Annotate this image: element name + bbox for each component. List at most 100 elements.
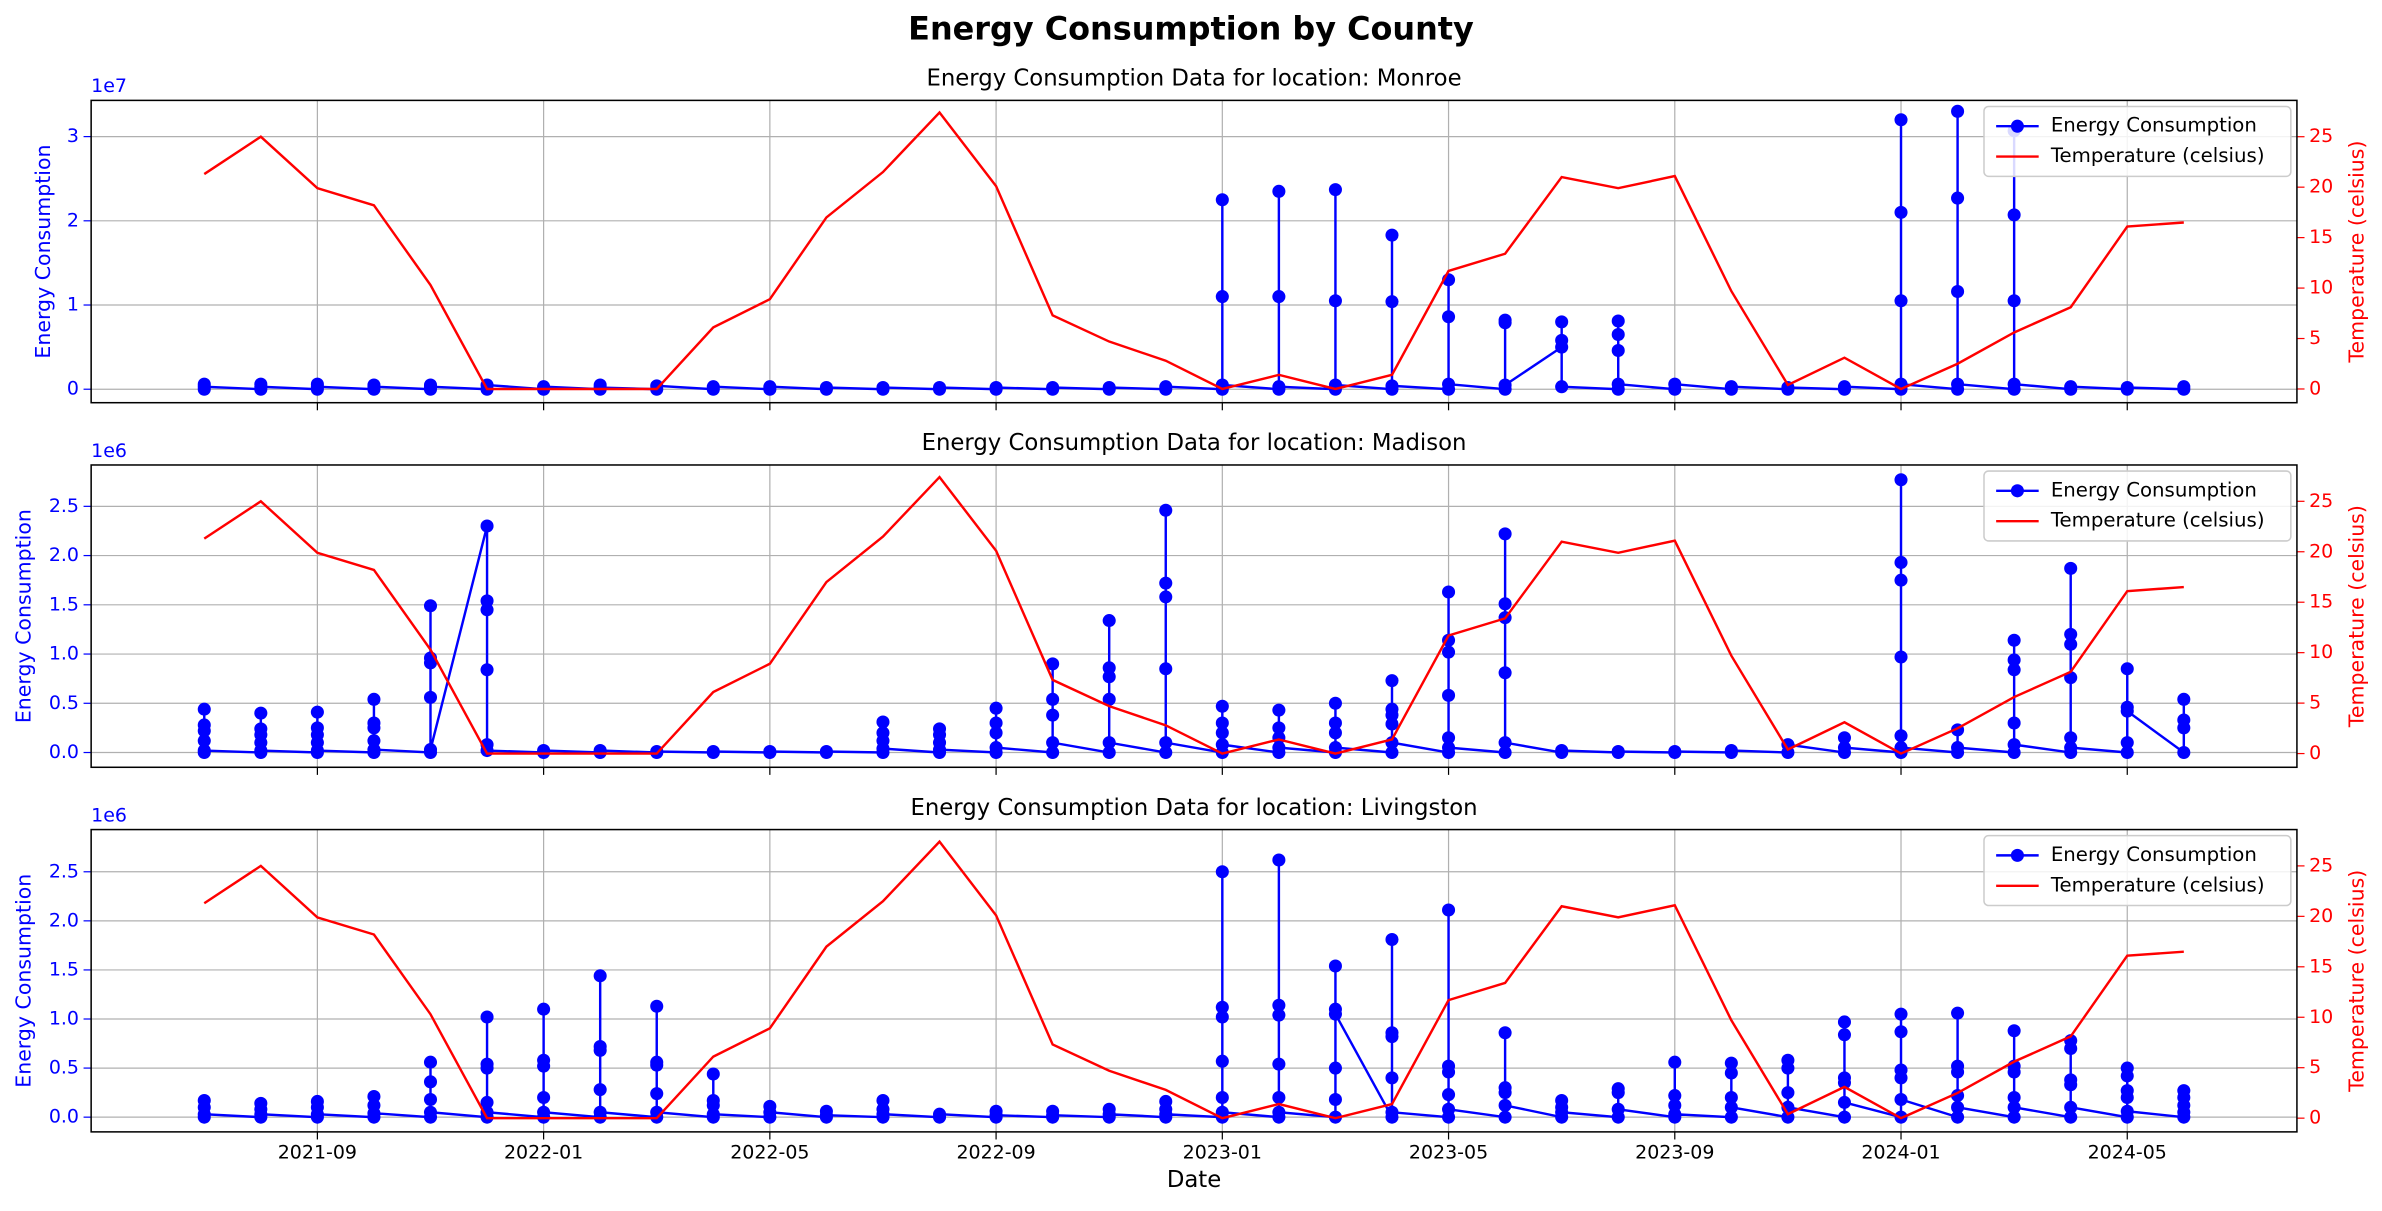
energy-marker (423, 656, 438, 670)
y-tick-label: 0 (67, 378, 79, 400)
energy-marker (593, 969, 607, 983)
energy-marker (989, 716, 1003, 730)
energy-marker (1046, 1108, 1060, 1122)
energy-marker (1272, 1008, 1286, 1022)
y-tick-label: 1 (67, 294, 79, 316)
energy-marker (1724, 744, 1738, 758)
y2-tick-label: 25 (2309, 490, 2333, 512)
energy-marker (1498, 1026, 1512, 1040)
energy-marker (593, 1105, 607, 1119)
energy-marker (1215, 1054, 1229, 1068)
energy-marker (706, 380, 720, 394)
y-tick-label: 0.5 (49, 692, 79, 714)
energy-marker (1951, 285, 1965, 299)
energy-marker (1555, 1105, 1569, 1119)
energy-marker (1498, 736, 1512, 750)
energy-marker (2064, 380, 2078, 394)
energy-marker (1442, 1102, 1456, 1116)
x-tick-label: 2022-05 (730, 1142, 809, 1164)
energy-marker (1272, 703, 1286, 717)
energy-marker (2064, 731, 2078, 745)
y-tick-label: 2.5 (49, 495, 79, 517)
energy-marker (1837, 380, 1851, 394)
energy-marker (254, 380, 268, 394)
x-tick-label: 2022-09 (956, 1142, 1035, 1164)
energy-marker (1724, 1110, 1738, 1124)
energy-marker (1951, 104, 1965, 118)
energy-marker (2007, 653, 2021, 667)
energy-marker (1611, 744, 1625, 759)
temperature-line (203, 839, 2184, 1120)
y-tick-label: 1.5 (49, 958, 79, 980)
energy-marker (2007, 716, 2021, 730)
energy-marker (1724, 1090, 1738, 1105)
energy-marker (2120, 1090, 2134, 1105)
energy-marker (1837, 741, 1851, 755)
y2-tick-label: 0 (2309, 742, 2321, 764)
energy-marker (423, 1092, 438, 1107)
energy-marker (1555, 744, 1569, 758)
energy-marker (1328, 741, 1342, 755)
energy-marker (2177, 1105, 2191, 1119)
y2-tick-label: 15 (2309, 226, 2333, 248)
y2-axis-label: Temperature (celsius) (2345, 141, 2369, 364)
energy-marker (423, 599, 438, 613)
energy-marker (1951, 741, 1965, 755)
energy-marker (1498, 316, 1512, 330)
energy-marker (537, 380, 551, 394)
energy-marker (1442, 688, 1456, 702)
y2-tick-label: 5 (2309, 327, 2321, 349)
y-tick-label: 1.0 (49, 643, 79, 665)
energy-marker (2120, 662, 2134, 676)
energy-marker (1894, 205, 1908, 219)
energy-marker (2120, 1069, 2134, 1083)
temperature-line (203, 110, 2184, 391)
energy-marker (1159, 662, 1173, 676)
energy-marker (1272, 1090, 1286, 1105)
energy-marker (1668, 1089, 1682, 1103)
energy-marker (989, 726, 1003, 740)
energy-marker (1837, 1110, 1851, 1124)
energy-marker (1894, 1025, 1908, 1039)
y2-tick-label: 5 (2309, 1056, 2321, 1078)
energy-marker (2120, 736, 2134, 750)
energy-marker (1442, 1088, 1456, 1102)
energy-marker (2120, 381, 2134, 395)
energy-marker (367, 1106, 381, 1120)
energy-marker (1498, 378, 1512, 392)
y-offset-label: 1e6 (91, 804, 127, 826)
y2-axis-label: Temperature (celsius) (2345, 870, 2369, 1093)
figure-title: Energy Consumption by County (908, 10, 1474, 48)
energy-marker (2064, 1110, 2078, 1124)
energy-marker (2064, 1100, 2078, 1114)
energy-marker (197, 744, 211, 758)
legend-marker (2010, 484, 2024, 498)
energy-marker (1781, 1086, 1795, 1100)
x-tick-label: 2023-01 (1183, 1142, 1262, 1164)
energy-marker (423, 1055, 438, 1069)
energy-marker (1498, 745, 1512, 760)
energy-marker (1837, 1028, 1851, 1042)
energy-marker (1328, 183, 1342, 197)
y2-tick-label: 20 (2309, 905, 2333, 927)
energy-marker (1385, 295, 1399, 309)
energy-marker (593, 1043, 607, 1057)
energy-marker (1328, 1092, 1342, 1107)
legend-label: Energy Consumption (2051, 114, 2257, 137)
energy-marker (480, 1061, 494, 1075)
energy-marker (1611, 1102, 1625, 1116)
energy-marker (480, 1105, 494, 1119)
energy-marker (1498, 527, 1512, 541)
subplot-title: Energy Consumption Data for location: Ma… (922, 430, 1467, 456)
energy-marker (2007, 663, 2021, 677)
energy-marker (650, 999, 664, 1013)
y-tick-label: 1.5 (49, 593, 79, 615)
energy-marker (1837, 731, 1851, 745)
energy-marker (989, 381, 1003, 395)
energy-marker (1159, 745, 1173, 760)
energy-marker (1442, 645, 1456, 659)
energy-marker (2007, 1100, 2021, 1114)
energy-marker (2007, 1024, 2021, 1038)
energy-marker (197, 724, 211, 738)
energy-marker (423, 743, 438, 757)
